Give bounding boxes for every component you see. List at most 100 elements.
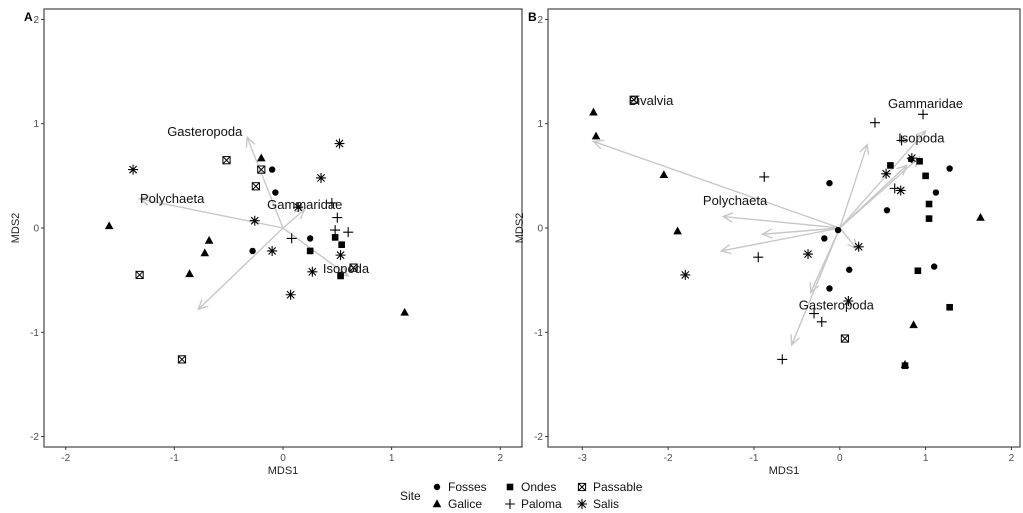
point-ondes — [914, 267, 922, 275]
vector-arrow — [760, 227, 841, 239]
legend: Site Fosses Ondes Passable Galice Paloma Salis — [400, 480, 643, 511]
vector-label: Gasteropoda — [799, 297, 875, 312]
legend-key-square — [506, 483, 514, 491]
point-salis — [335, 250, 346, 261]
point-ondes — [338, 241, 345, 248]
legend-key-triangle — [432, 499, 442, 508]
x-tick-label: -2 — [61, 453, 70, 464]
x-axis-title: MDS1 — [268, 465, 299, 477]
panel-label: B — [528, 10, 537, 24]
vector-gasteropoda — [245, 135, 284, 229]
vector-arrow — [839, 164, 908, 229]
point-galice — [659, 170, 669, 179]
point-fosses — [946, 165, 953, 172]
vector-bivalvia — [591, 139, 841, 229]
legend-label: Galice — [448, 497, 482, 511]
point-ondes — [925, 200, 933, 208]
x-tick-label: -1 — [750, 453, 759, 464]
legend-key-plus — [505, 499, 515, 509]
point-salis — [843, 296, 854, 306]
point-paloma — [777, 354, 788, 365]
point-fosses — [834, 226, 842, 234]
y-axis-title: MDS2 — [514, 213, 526, 244]
point-fosses — [826, 179, 833, 187]
vector-arrow — [197, 227, 284, 311]
vector-label: Gammaridae — [267, 197, 342, 212]
point-fosses — [930, 263, 938, 270]
point-fosses — [826, 285, 833, 292]
point-ondes — [922, 172, 929, 180]
panel-A: A -2 -1 0 1 2 -2 -1 0 1 2 MDS1 MDS2 Gasteropoda Polych… — [10, 8, 523, 477]
point-galice — [673, 226, 682, 235]
point-passable — [629, 95, 638, 104]
point-salis — [307, 266, 318, 277]
vector-gammaridae — [839, 129, 927, 229]
x-axis-title: MDS1 — [769, 465, 800, 477]
point-galice — [104, 221, 114, 230]
point-paloma — [809, 308, 820, 319]
point-ondes — [887, 162, 894, 169]
vector-polychaeta — [138, 195, 284, 229]
y-tick-label: 2 — [537, 15, 543, 26]
point-fosses — [272, 189, 279, 196]
legend-label: Ondes — [521, 480, 556, 494]
point-passable — [840, 334, 850, 343]
point-salis — [895, 185, 906, 196]
y-tick-label: -1 — [534, 328, 543, 339]
point-fosses — [883, 207, 891, 214]
point-paloma — [332, 212, 343, 223]
point-galice — [976, 212, 985, 221]
point-ondes — [306, 247, 314, 255]
point-passable — [257, 165, 266, 174]
legend-key-asterisk — [577, 499, 587, 509]
legend-item-fosses: Fosses — [433, 480, 487, 494]
point-salis — [680, 269, 691, 280]
x-tick-label: 0 — [280, 453, 286, 464]
point-salis — [316, 172, 327, 183]
point-galice — [185, 269, 194, 278]
vector-arrow — [839, 143, 870, 229]
legend-key-boxed-x — [577, 482, 587, 492]
point-paloma — [343, 227, 354, 238]
point-salis — [803, 249, 814, 260]
point-fosses — [306, 235, 314, 242]
legend-label: Paloma — [521, 497, 562, 511]
point-galice — [256, 153, 266, 162]
point-ondes — [946, 303, 953, 311]
point-salis — [128, 164, 139, 175]
y-tick-label: 1 — [537, 119, 543, 130]
point-salis — [906, 153, 917, 164]
point-paloma — [759, 171, 770, 182]
y-tick-label: -2 — [534, 432, 543, 443]
vector-label: Polychaeta — [140, 191, 205, 206]
point-paloma — [816, 316, 827, 327]
point-galice — [400, 307, 409, 316]
point-salis — [293, 202, 304, 213]
legend-label: Fosses — [448, 480, 487, 494]
legend-title: Site — [400, 489, 421, 503]
point-fosses — [821, 235, 828, 242]
point-fosses — [268, 166, 276, 173]
legend-key-circle — [433, 483, 441, 491]
x-tick-label: 2 — [1009, 453, 1015, 464]
x-tick-label: 1 — [389, 453, 395, 464]
vector-label: Isopoda — [323, 261, 370, 276]
point-salis — [881, 168, 892, 179]
point-galice — [591, 131, 601, 140]
legend-label: Salis — [593, 497, 619, 511]
panel-frame — [547, 8, 1021, 448]
point-fosses — [932, 189, 940, 196]
vector-label: Polychaeta — [703, 193, 768, 208]
y-axis-title: MDS2 — [10, 213, 22, 244]
x-tick-label: 2 — [497, 453, 503, 464]
y-tick-label: -1 — [30, 328, 39, 339]
point-galice — [200, 248, 210, 257]
y-tick-label: 2 — [33, 15, 39, 26]
point-ondes — [337, 272, 344, 280]
point-paloma — [869, 117, 880, 128]
y-tick-label: 1 — [33, 119, 39, 130]
x-tick-label: -3 — [578, 453, 587, 464]
point-paloma — [286, 233, 297, 244]
point-salis — [334, 138, 345, 149]
